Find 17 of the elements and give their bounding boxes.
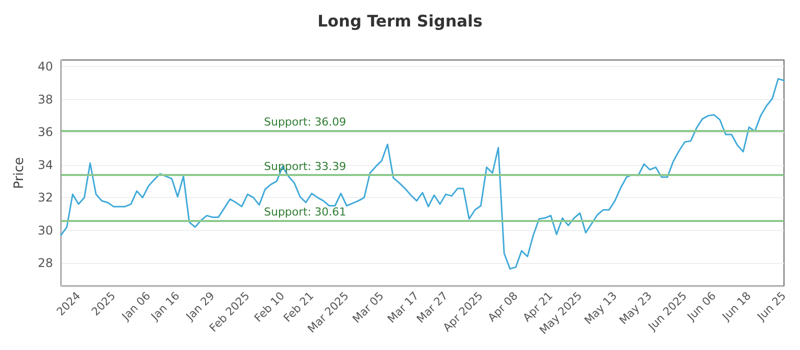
- y-tick-label: 36: [38, 125, 53, 140]
- y-tick-label: 34: [38, 158, 53, 172]
- x-tick-label: Apr 08: [485, 289, 520, 324]
- chart-title: Long Term Signals: [317, 12, 483, 30]
- y-tick-label: 40: [38, 60, 53, 74]
- x-tick-label: Jun 25: [754, 289, 789, 324]
- ref-line-label: Support: 33.39: [264, 160, 346, 173]
- x-tick-label: Mar 05: [350, 289, 386, 326]
- x-tick-label: Jun 18: [719, 289, 754, 324]
- y-axis-title: Price: [12, 157, 27, 189]
- y-tick-label: 28: [38, 256, 53, 270]
- y-tick-label: 32: [38, 190, 53, 205]
- ref-line-label: Support: 30.61: [264, 205, 346, 218]
- ref-line-label: Support: 36.09: [264, 116, 346, 129]
- line-series: [60, 78, 785, 270]
- y-tick-label: 38: [38, 92, 53, 106]
- y-tick-label: 30: [38, 223, 53, 238]
